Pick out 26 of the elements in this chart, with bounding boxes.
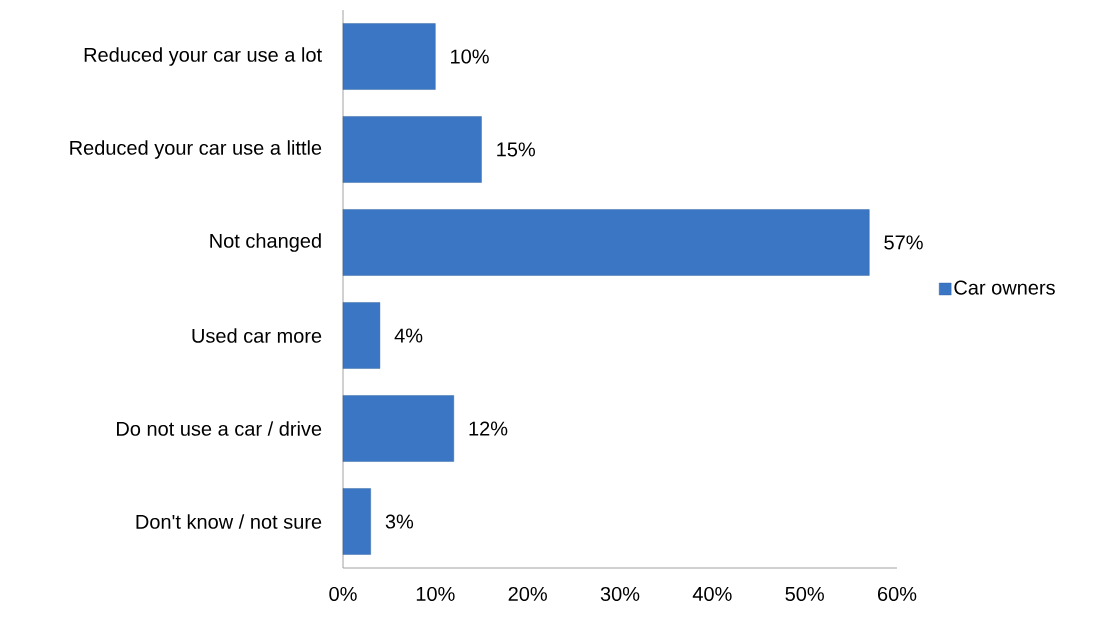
bar [342,395,454,462]
bar [342,488,371,555]
x-tick-label: 30% [600,586,640,602]
y-tick-label: Reduced your car use a little [70,140,322,159]
data-label: 10% [451,49,489,64]
data-label: 15% [497,142,536,157]
y-tick-label: Reduced your car use a lot [84,47,322,66]
y-tick-label: Don't know / not sure [136,514,322,529]
y-tick-label: Not changed [210,233,321,252]
x-tick-label: 0% [329,586,357,602]
x-tick-label: 60% [878,586,917,602]
legend-label: Car owners [954,280,1055,295]
x-tick-label: 20% [508,586,547,602]
data-label: 12% [469,421,508,436]
x-tick-label: 40% [692,586,732,602]
y-tick-label: Used car more [192,328,322,343]
data-label: 3% [385,514,414,529]
x-tick-label: 10% [416,586,455,602]
bar [342,23,436,90]
data-label: 57% [884,235,923,250]
y-tick-label: Do not use a car / drive [117,421,322,436]
data-label: 4% [394,328,423,343]
bar [342,116,482,183]
bar [342,209,870,276]
x-tick-label: 50% [785,586,824,602]
bar [342,302,381,369]
